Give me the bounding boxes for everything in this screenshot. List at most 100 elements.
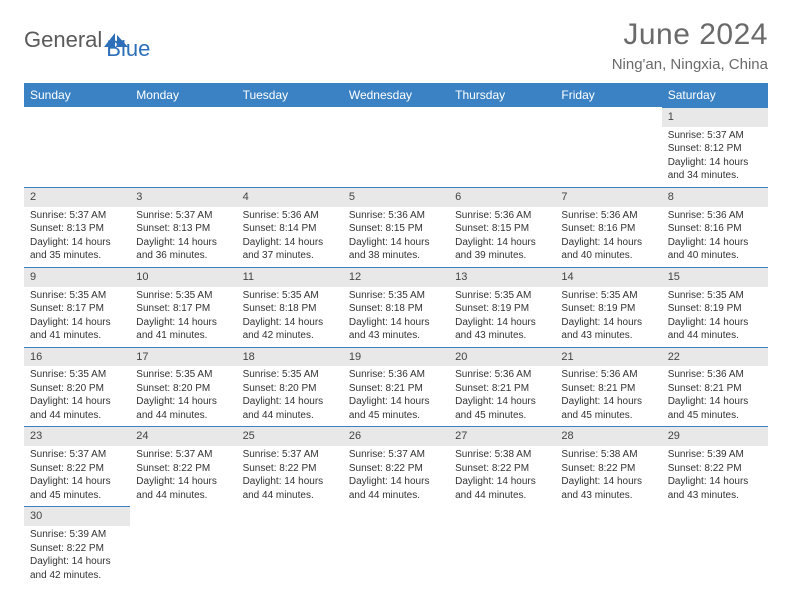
day-d1: Daylight: 14 hours [455,236,549,250]
day-d1: Daylight: 14 hours [668,316,762,330]
day-cell: 17Sunrise: 5:35 AMSunset: 8:20 PMDayligh… [130,347,236,427]
day-ss: Sunset: 8:20 PM [243,382,337,396]
day-number: 8 [662,187,768,207]
day-ss: Sunset: 8:22 PM [349,462,443,476]
day-body: Sunrise: 5:36 AMSunset: 8:21 PMDaylight:… [555,366,661,426]
day-body: Sunrise: 5:35 AMSunset: 8:19 PMDaylight:… [662,287,768,347]
day-cell: 8Sunrise: 5:36 AMSunset: 8:16 PMDaylight… [662,187,768,267]
day-d2: and 44 minutes. [136,409,230,423]
day-number: 11 [237,267,343,287]
day-d1: Daylight: 14 hours [30,395,124,409]
day-cell: 27Sunrise: 5:38 AMSunset: 8:22 PMDayligh… [449,426,555,506]
day-cell: 15Sunrise: 5:35 AMSunset: 8:19 PMDayligh… [662,267,768,347]
day-cell: 2Sunrise: 5:37 AMSunset: 8:13 PMDaylight… [24,187,130,267]
day-sr: Sunrise: 5:37 AM [30,209,124,223]
day-d2: and 45 minutes. [30,489,124,503]
day-sr: Sunrise: 5:36 AM [668,368,762,382]
day-sr: Sunrise: 5:37 AM [668,129,762,143]
day-d2: and 42 minutes. [243,329,337,343]
day-cell: 7Sunrise: 5:36 AMSunset: 8:16 PMDaylight… [555,187,661,267]
logo: General Blue [24,18,150,62]
day-d1: Daylight: 14 hours [30,475,124,489]
day-number: 2 [24,187,130,207]
day-sr: Sunrise: 5:36 AM [349,209,443,223]
day-number: 9 [24,267,130,287]
day-cell: 3Sunrise: 5:37 AMSunset: 8:13 PMDaylight… [130,187,236,267]
day-sr: Sunrise: 5:35 AM [136,368,230,382]
day-ss: Sunset: 8:13 PM [30,222,124,236]
dow-wednesday: Wednesday [343,83,449,107]
header: General Blue June 2024 Ning'an, Ningxia,… [24,18,768,73]
day-d1: Daylight: 14 hours [243,475,337,489]
day-d2: and 44 minutes. [243,409,337,423]
day-d2: and 34 minutes. [668,169,762,183]
day-sr: Sunrise: 5:35 AM [243,289,337,303]
day-body: Sunrise: 5:38 AMSunset: 8:22 PMDaylight:… [449,446,555,506]
day-body: Sunrise: 5:36 AMSunset: 8:14 PMDaylight:… [237,207,343,267]
dow-sunday: Sunday [24,83,130,107]
day-cell: 21Sunrise: 5:36 AMSunset: 8:21 PMDayligh… [555,347,661,427]
day-ss: Sunset: 8:17 PM [30,302,124,316]
day-d1: Daylight: 14 hours [243,316,337,330]
day-d1: Daylight: 14 hours [455,316,549,330]
day-sr: Sunrise: 5:35 AM [455,289,549,303]
empty-cell [343,506,449,586]
day-ss: Sunset: 8:22 PM [561,462,655,476]
day-body: Sunrise: 5:36 AMSunset: 8:21 PMDaylight:… [343,366,449,426]
day-cell: 24Sunrise: 5:37 AMSunset: 8:22 PMDayligh… [130,426,236,506]
day-sr: Sunrise: 5:37 AM [243,448,337,462]
day-d2: and 38 minutes. [349,249,443,263]
day-d2: and 41 minutes. [136,329,230,343]
day-cell: 22Sunrise: 5:36 AMSunset: 8:21 PMDayligh… [662,347,768,427]
empty-cell [130,506,236,586]
day-ss: Sunset: 8:22 PM [455,462,549,476]
day-ss: Sunset: 8:17 PM [136,302,230,316]
week-row: 23Sunrise: 5:37 AMSunset: 8:22 PMDayligh… [24,426,768,506]
day-sr: Sunrise: 5:39 AM [668,448,762,462]
empty-cell [237,506,343,586]
day-number: 29 [662,426,768,446]
day-sr: Sunrise: 5:35 AM [243,368,337,382]
day-body: Sunrise: 5:35 AMSunset: 8:20 PMDaylight:… [24,366,130,426]
day-d2: and 44 minutes. [668,329,762,343]
day-ss: Sunset: 8:14 PM [243,222,337,236]
day-body: Sunrise: 5:39 AMSunset: 8:22 PMDaylight:… [24,526,130,586]
day-d2: and 44 minutes. [136,489,230,503]
day-d2: and 43 minutes. [561,489,655,503]
day-cell: 19Sunrise: 5:36 AMSunset: 8:21 PMDayligh… [343,347,449,427]
calendar-body: 1Sunrise: 5:37 AMSunset: 8:12 PMDaylight… [24,107,768,586]
day-number: 21 [555,347,661,367]
day-number: 24 [130,426,236,446]
day-d1: Daylight: 14 hours [136,395,230,409]
week-row: 1Sunrise: 5:37 AMSunset: 8:12 PMDaylight… [24,107,768,187]
day-d2: and 44 minutes. [455,489,549,503]
day-body: Sunrise: 5:36 AMSunset: 8:21 PMDaylight:… [449,366,555,426]
week-row: 2Sunrise: 5:37 AMSunset: 8:13 PMDaylight… [24,187,768,267]
week-row: 9Sunrise: 5:35 AMSunset: 8:17 PMDaylight… [24,267,768,347]
day-d2: and 42 minutes. [30,569,124,583]
day-d2: and 44 minutes. [349,489,443,503]
day-number: 16 [24,347,130,367]
day-sr: Sunrise: 5:37 AM [136,209,230,223]
day-number: 12 [343,267,449,287]
empty-cell [662,506,768,586]
dow-monday: Monday [130,83,236,107]
logo-text-blue: Blue [106,36,150,61]
day-body: Sunrise: 5:36 AMSunset: 8:15 PMDaylight:… [449,207,555,267]
day-sr: Sunrise: 5:38 AM [455,448,549,462]
day-sr: Sunrise: 5:35 AM [136,289,230,303]
day-cell: 29Sunrise: 5:39 AMSunset: 8:22 PMDayligh… [662,426,768,506]
dow-saturday: Saturday [662,83,768,107]
day-ss: Sunset: 8:22 PM [30,462,124,476]
day-d2: and 43 minutes. [561,329,655,343]
day-sr: Sunrise: 5:35 AM [30,368,124,382]
day-cell: 14Sunrise: 5:35 AMSunset: 8:19 PMDayligh… [555,267,661,347]
day-number: 5 [343,187,449,207]
day-sr: Sunrise: 5:36 AM [561,368,655,382]
day-d1: Daylight: 14 hours [455,475,549,489]
day-d2: and 43 minutes. [668,489,762,503]
day-cell: 6Sunrise: 5:36 AMSunset: 8:15 PMDaylight… [449,187,555,267]
day-ss: Sunset: 8:15 PM [349,222,443,236]
day-d2: and 39 minutes. [455,249,549,263]
day-ss: Sunset: 8:19 PM [561,302,655,316]
